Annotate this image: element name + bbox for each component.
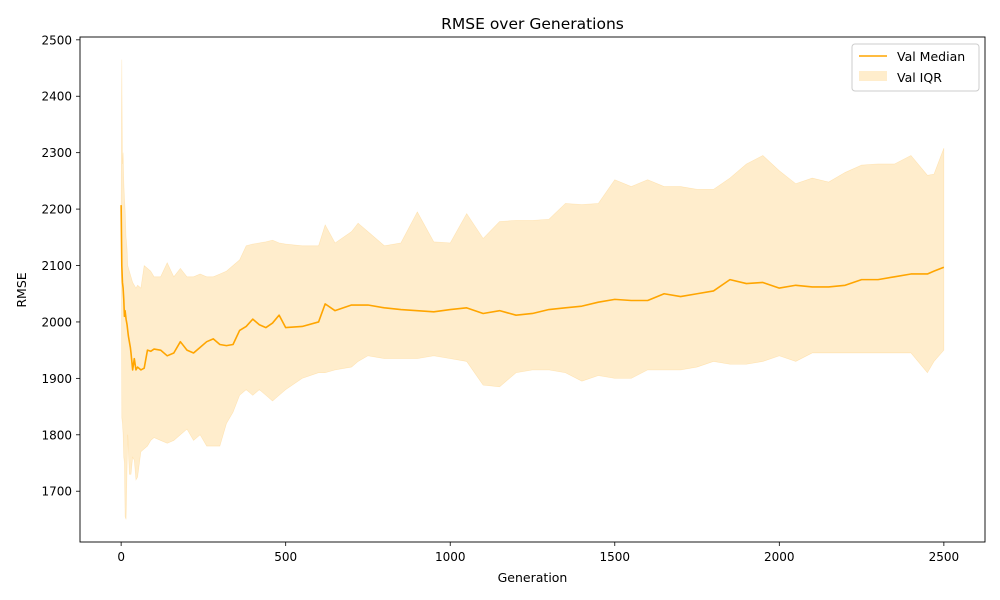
legend-iqr-label: Val IQR — [897, 70, 942, 85]
legend-iqr-swatch — [859, 71, 887, 81]
plot-area — [120, 59, 945, 520]
y-tick-label: 2300 — [41, 146, 72, 160]
y-tick-label: 1800 — [41, 428, 72, 442]
x-axis: 0 500 1000 1500 2000 2500 — [117, 542, 959, 564]
x-axis-label: Generation — [498, 570, 568, 585]
y-tick-label: 1700 — [41, 485, 72, 499]
x-tick-label: 1000 — [435, 550, 466, 564]
y-tick-label: 2100 — [41, 259, 72, 273]
y-tick-label: 1900 — [41, 372, 72, 386]
chart-title: RMSE over Generations — [441, 15, 624, 33]
legend: Val Median Val IQR — [851, 43, 980, 92]
y-tick-label: 2500 — [41, 33, 72, 47]
legend-median-label: Val Median — [897, 49, 965, 64]
y-axis: 1700 1800 1900 2000 2100 2200 2300 2400 2500 — [41, 33, 80, 499]
y-tick-label: 2000 — [41, 315, 72, 329]
x-tick-label: 0 — [117, 550, 125, 564]
median-line — [120, 205, 945, 371]
y-axis-label: RMSE — [14, 272, 29, 307]
x-tick-label: 2500 — [929, 550, 960, 564]
axes-frame — [79, 36, 986, 543]
x-tick-label: 500 — [274, 550, 297, 564]
x-tick-label: 2000 — [764, 550, 795, 564]
y-tick-label: 2400 — [41, 90, 72, 104]
y-tick-label: 2200 — [41, 203, 72, 217]
iqr-band — [120, 59, 945, 520]
x-tick-label: 1500 — [599, 550, 630, 564]
